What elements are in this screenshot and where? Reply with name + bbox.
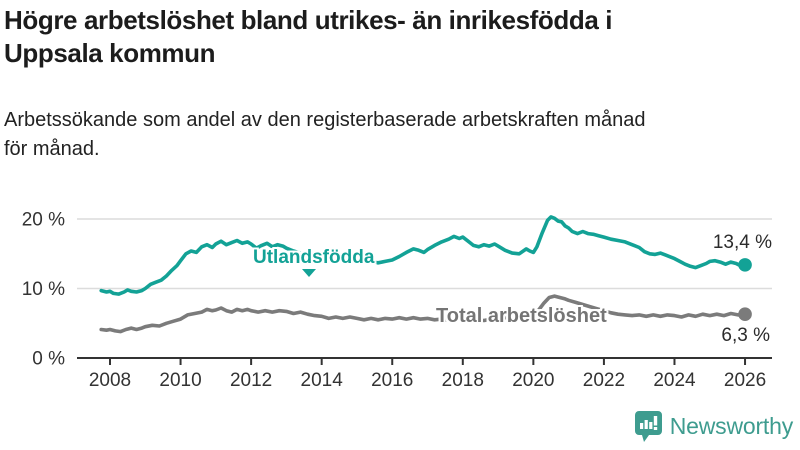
x-tick-label: 2010 [159,370,201,391]
x-tick-label: 2008 [89,370,131,391]
x-tick-label: 2022 [583,370,625,391]
newsworthy-logo: Newsworthy [634,411,793,442]
end-value-utlandsfodda: 13,4 % [712,232,772,253]
page-subtitle: Arbetssökande som andel av den registerb… [4,106,796,164]
page-subtitle-line2: för månad. [4,138,100,160]
page-subtitle-line1: Arbetssökande som andel av den registerb… [4,109,646,131]
series-line-total-arbetsl-shet [99,294,747,334]
series-end-dot [738,307,752,322]
page-title-line2: Uppsala kommun [4,38,216,68]
bar-chart-bubble-icon [634,411,662,442]
end-value-total: 6,3 % [721,325,770,346]
series-label-total-arbetsloshet: Total arbetslöshet [436,305,607,327]
series-label-arrow-down-icon [302,269,316,277]
page-title-line1: Högre arbetslöshet bland utrikes- än inr… [4,5,613,35]
series-end-dot [738,258,752,272]
x-tick-label: 2012 [230,370,272,391]
brand-name: Newsworthy [669,413,793,439]
x-tick-label: 2014 [301,370,344,391]
y-tick-label: 10 % [22,279,65,300]
series-line-utlandsf-dda [99,215,747,296]
x-tick-label: 2016 [371,370,413,391]
x-tick-label: 2018 [442,370,484,391]
series-label-utlandsfodda: Utlandsfödda [253,247,375,268]
x-tick-label: 2026 [724,370,766,391]
x-tick-label: 2020 [512,370,554,391]
y-tick-label: 20 % [22,210,65,231]
y-tick-label: 0 % [32,349,65,370]
page-title: Högre arbetslöshet bland utrikes- än inr… [4,4,796,70]
x-tick-label: 2024 [653,370,696,391]
